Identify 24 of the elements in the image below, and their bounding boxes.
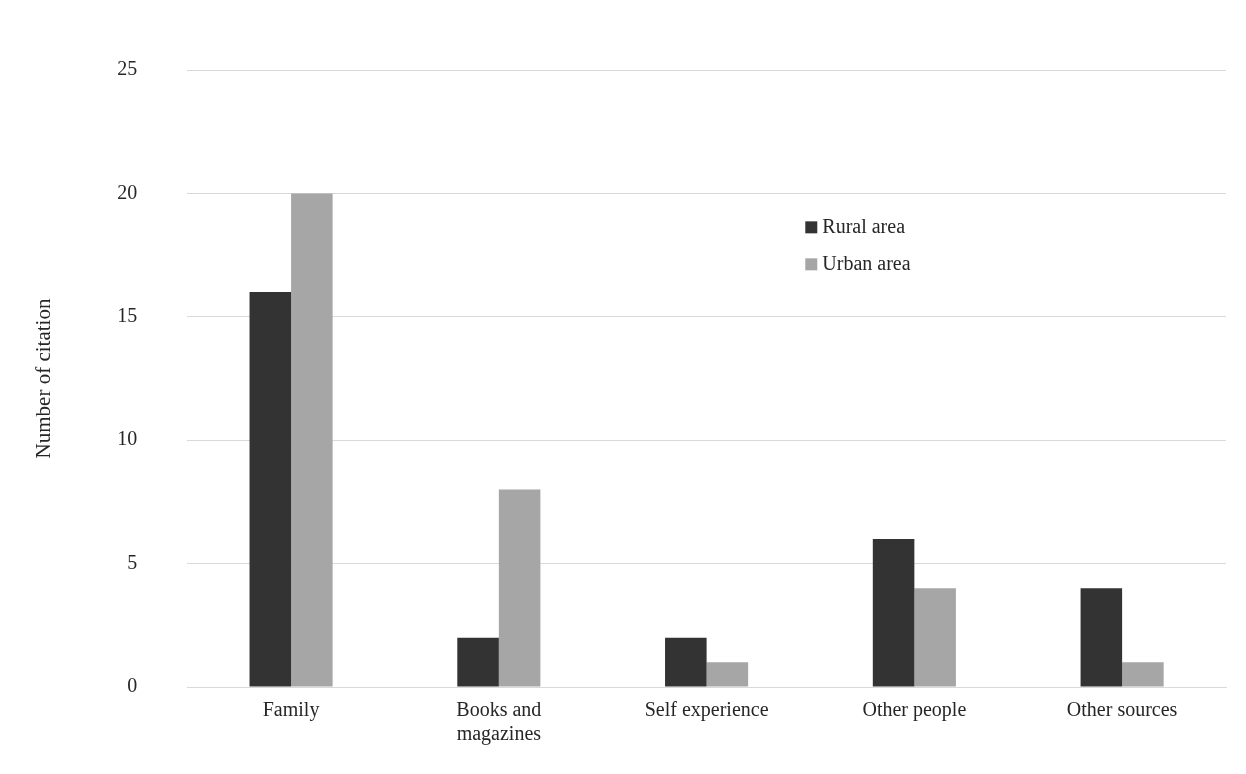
x-tick-label: Other people [862, 698, 967, 722]
x-tick-label: Self experience [644, 698, 769, 722]
bar [706, 662, 749, 687]
y-axis-title: Number of citation [31, 298, 56, 459]
x-tick-label: Family [262, 698, 320, 722]
x-tick-label: Books and magazines [456, 698, 542, 746]
bar [872, 538, 915, 687]
y-tick-label: 15 [117, 304, 138, 327]
bar [914, 588, 956, 687]
y-tick-label: 20 [117, 180, 138, 203]
bar [665, 637, 707, 687]
x-tick-label: Other sources [1066, 698, 1178, 721]
legend-label: Rural area [822, 214, 906, 237]
legend-label: Urban area [822, 251, 911, 274]
y-tick-label: 0 [127, 674, 138, 697]
y-tick-label: 5 [127, 550, 138, 573]
y-tick-label: 10 [117, 427, 138, 450]
bar [249, 292, 292, 687]
bar [291, 193, 333, 687]
bar [1080, 588, 1123, 687]
y-tick-label: 25 [117, 57, 138, 80]
bar [498, 489, 541, 687]
bar [1122, 662, 1164, 687]
bar [457, 637, 499, 687]
